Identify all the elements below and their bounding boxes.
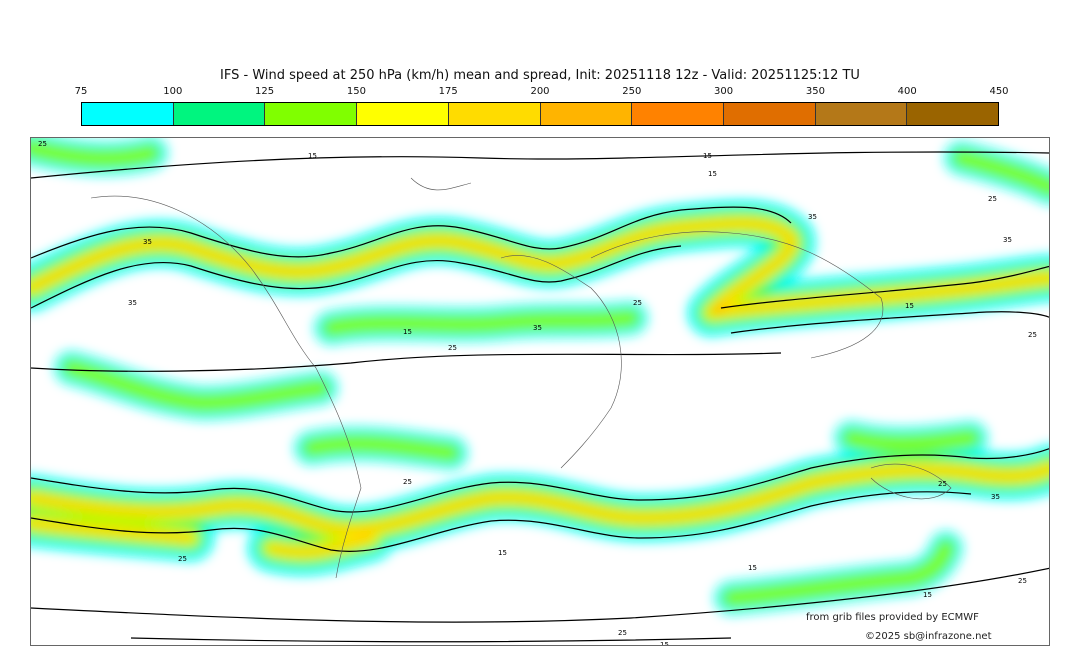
wind-speed-band <box>31 465 1049 534</box>
contour-label: 15 <box>905 302 914 310</box>
wind-speed-band <box>708 275 1049 316</box>
source-credit: from grib files provided by ECMWF <box>806 612 979 623</box>
chart-title: IFS - Wind speed at 250 hPa (km/h) mean … <box>220 68 860 83</box>
contour-label: 25 <box>178 555 187 563</box>
contour-label: 15 <box>923 591 932 599</box>
legend-tick-label: 150 <box>346 86 366 97</box>
contour-label: 35 <box>533 324 542 332</box>
legend-colorbar <box>81 102 999 126</box>
legend-tick-label: 75 <box>74 86 88 97</box>
contour-label: 25 <box>403 478 412 486</box>
contour-label: 25 <box>1018 577 1027 585</box>
contour-label: 25 <box>938 480 947 488</box>
contour-label: 25 <box>1028 331 1037 339</box>
contour-label: 25 <box>988 195 997 203</box>
legend-color-segment <box>540 103 633 125</box>
legend-tick-label: 100 <box>163 86 183 97</box>
wind-speed-band <box>323 310 639 336</box>
wind-speed-band <box>303 430 979 461</box>
wind-speed-band <box>31 212 803 324</box>
wind-speed-band <box>723 540 954 606</box>
legend-tick-label: 175 <box>438 86 458 97</box>
legend-tick-label: 350 <box>805 86 825 97</box>
map-svg: 25 15 15 15 35 35 35 25 15 25 25 15 25 35 35 25 35 25 15 25… <box>31 138 1049 646</box>
contour-label: 15 <box>703 152 712 160</box>
legend-color-segment <box>173 103 266 125</box>
contour-label: 15 <box>708 170 717 178</box>
copyright-credit: ©2025 sb@infrazone.net <box>865 631 992 642</box>
legend-tick-label: 450 <box>989 86 1009 97</box>
legend-tick-label: 200 <box>530 86 550 97</box>
legend-tick-label: 300 <box>714 86 734 97</box>
legend-ticks: 75 100 125 150 175 200 250 300 350 400 450 <box>75 86 1009 100</box>
legend-tick-label: 400 <box>897 86 917 97</box>
wind-speed-band <box>31 520 374 556</box>
wind-speed-band <box>63 360 329 411</box>
wind-speed-band <box>31 138 1049 204</box>
legend-color-segment <box>815 103 908 125</box>
wind-speed-band <box>31 140 1049 196</box>
contour-label: 35 <box>808 213 817 221</box>
wind-map: 25 15 15 15 35 35 35 25 15 25 25 15 25 35 35 25 35 25 15 25… <box>30 137 1050 646</box>
legend-color-segment <box>357 103 449 125</box>
contour-lines <box>31 151 1049 643</box>
contour-label: 35 <box>128 299 137 307</box>
wind-speed-field <box>31 138 1049 615</box>
contour-label: 15 <box>308 152 317 160</box>
wind-speed-band <box>31 138 1049 199</box>
legend-tick-label: 250 <box>622 86 642 97</box>
contour-label: 25 <box>633 299 642 307</box>
legend-color-segment <box>82 103 174 125</box>
contour-label: 25 <box>38 140 47 148</box>
legend-color-segment <box>265 103 358 125</box>
contour-label: 25 <box>618 629 627 637</box>
contour-labels: 25 15 15 15 35 35 35 25 15 25 25 15 25 35 35 25 35 25 15 25… <box>38 140 1037 646</box>
coastlines <box>90 177 952 579</box>
legend-color-segment <box>632 103 724 125</box>
contour-label: 15 <box>498 549 507 557</box>
legend-color-segment <box>723 103 816 125</box>
contour-label: 15 <box>403 328 412 336</box>
legend-color-segment <box>907 103 999 125</box>
contour-label: 35 <box>1003 236 1012 244</box>
contour-label: 35 <box>143 238 152 246</box>
contour-label: 15 <box>748 564 757 572</box>
contour-label: 15 <box>660 641 669 646</box>
legend-color-segment <box>448 103 541 125</box>
legend-tick-label: 125 <box>255 86 275 97</box>
contour-label: 25 <box>448 344 457 352</box>
wind-speed-band <box>31 220 795 316</box>
contour-label: 35 <box>991 493 1000 501</box>
